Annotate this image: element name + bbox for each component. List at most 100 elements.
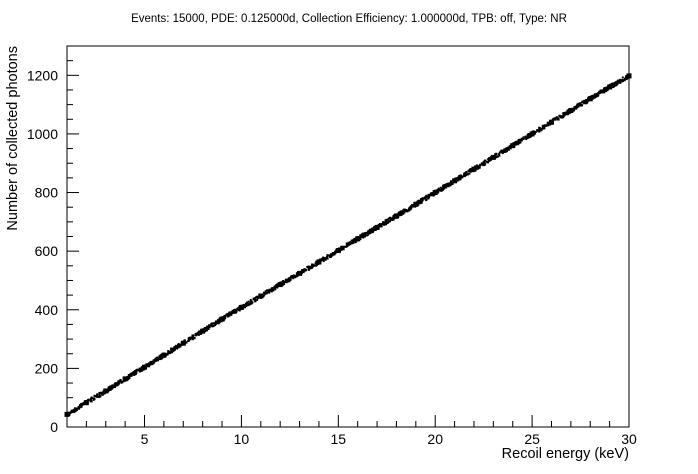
scatter-point <box>154 357 157 360</box>
scatter-point <box>189 336 192 339</box>
scatter-point <box>74 407 77 410</box>
scatter-point <box>436 191 439 194</box>
scatter-point <box>558 114 561 117</box>
scatter-point <box>276 286 279 289</box>
scatter-point <box>179 345 182 348</box>
scatter-point <box>595 94 598 97</box>
data-point <box>355 236 361 242</box>
scatter-point <box>100 391 103 394</box>
scatter-point <box>342 247 345 250</box>
scatter-point <box>232 311 235 314</box>
y-tick-label: 1000 <box>27 126 58 142</box>
scatter-point <box>294 275 297 278</box>
scatter-point <box>81 402 84 405</box>
scatter-point <box>187 339 190 342</box>
y-axis-label: Number of collected photons <box>5 46 21 231</box>
y-tick-label: 600 <box>35 243 59 259</box>
scatter-point <box>99 395 102 398</box>
scatter-point <box>315 261 318 264</box>
scatter-point <box>427 195 430 198</box>
scatter-point <box>543 126 546 129</box>
scatter-point <box>232 310 235 313</box>
scatter-point <box>457 176 460 179</box>
scatter-point <box>273 286 276 289</box>
scatter-point <box>498 154 501 157</box>
scatter-point <box>422 197 425 200</box>
scatter-point <box>292 277 295 280</box>
data-point <box>471 166 477 172</box>
scatter-point <box>346 245 349 248</box>
plot-area <box>64 73 632 417</box>
scatter-point <box>326 257 329 260</box>
scatter-point <box>502 151 505 154</box>
scatter-point <box>152 362 155 365</box>
scatter-point <box>371 227 374 230</box>
scatter-point <box>418 201 421 204</box>
scatter-point <box>341 247 344 250</box>
scatter-point <box>268 290 271 293</box>
scatter-point <box>605 89 608 92</box>
scatter-point <box>544 124 547 127</box>
scatter-point <box>390 217 393 220</box>
scatter-point <box>284 280 287 283</box>
scatter-point <box>468 172 471 175</box>
scatter-point <box>462 175 465 178</box>
scatter-point <box>255 296 258 299</box>
scatter-point <box>600 91 603 94</box>
scatter-point <box>542 126 545 129</box>
scatter-point <box>91 397 94 400</box>
scatter-point <box>416 200 419 203</box>
scatter-point <box>614 83 617 86</box>
scatter-point <box>234 308 237 311</box>
scatter-point <box>245 302 248 305</box>
data-point <box>335 248 341 254</box>
scatter-point <box>615 80 618 83</box>
scatter-point <box>382 222 385 225</box>
scatter-point <box>270 287 273 290</box>
scatter-point <box>599 89 602 92</box>
scatter-point <box>107 389 110 392</box>
scatter-point <box>427 197 430 200</box>
scatter-point <box>99 392 102 395</box>
scatter-point <box>616 82 619 85</box>
scatter-point <box>350 239 353 242</box>
scatter-point <box>306 265 309 268</box>
scatter-point <box>350 242 353 245</box>
scatter-point <box>352 241 355 244</box>
scatter-point <box>388 220 391 223</box>
scatter-point <box>175 345 178 348</box>
scatter-point <box>564 113 567 116</box>
scatter-point <box>515 140 518 143</box>
scatter-point <box>216 320 219 323</box>
scatter-point <box>307 265 310 268</box>
scatter-point <box>154 359 157 362</box>
scatter-point <box>130 374 133 377</box>
data-point <box>510 143 516 149</box>
scatter-point <box>585 99 588 102</box>
scatter-point <box>256 296 259 299</box>
scatter-point <box>505 150 508 153</box>
scatter-point <box>408 207 411 210</box>
y-tick-label: 1200 <box>27 67 58 83</box>
scatter-point <box>599 91 602 94</box>
scatter-point <box>237 307 240 310</box>
scatter-point <box>149 362 152 365</box>
scatter-point <box>132 372 135 375</box>
scatter-point <box>147 364 150 367</box>
scatter-point <box>517 141 520 144</box>
scatter-point <box>334 252 337 255</box>
scatter-point <box>107 386 110 389</box>
scatter-point <box>368 231 371 234</box>
scatter-point <box>359 234 362 237</box>
scatter-point <box>577 102 580 105</box>
scatter-point <box>160 353 163 356</box>
scatter-point <box>624 77 627 80</box>
scatter-point <box>585 100 588 103</box>
data-point <box>490 154 496 160</box>
scatter-point <box>199 332 202 335</box>
scatter-point <box>269 288 272 291</box>
scatter-point <box>275 286 278 289</box>
scatter-point <box>508 145 511 148</box>
scatter-point <box>326 254 329 257</box>
scatter-point <box>451 183 454 186</box>
